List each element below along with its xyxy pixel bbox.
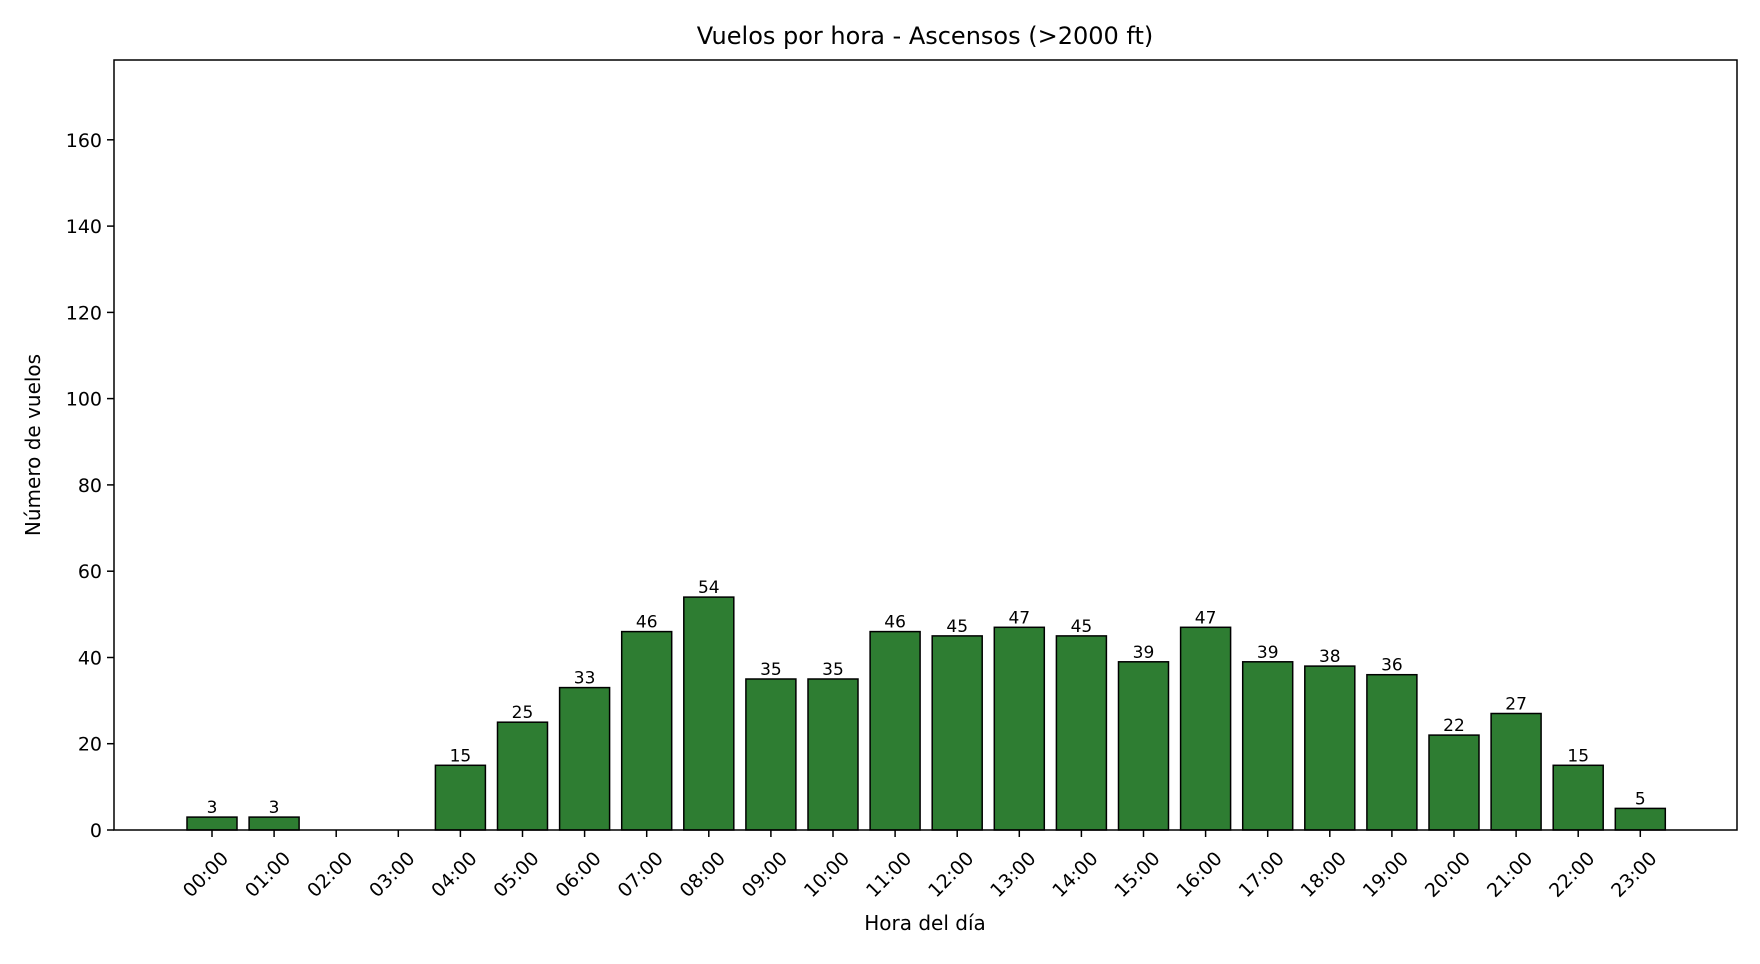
data-label-0600: 33 <box>574 669 596 689</box>
data-label-1500: 39 <box>1133 643 1155 663</box>
data-label-2300: 5 <box>1635 789 1646 809</box>
bars-group <box>186 596 1667 831</box>
bar-1800 <box>1304 665 1356 831</box>
data-label-1300: 47 <box>1008 608 1030 628</box>
data-label-1200: 45 <box>946 617 968 637</box>
bar-0400 <box>434 764 487 831</box>
bar-1600 <box>1179 626 1232 831</box>
data-label-1100: 46 <box>884 613 906 633</box>
y-tick-label: 60 <box>78 561 102 583</box>
y-tick-label: 0 <box>90 820 102 842</box>
data-label-0100: 3 <box>269 798 280 818</box>
data-label-2000: 22 <box>1443 716 1465 736</box>
y-tick-label: 80 <box>78 475 102 497</box>
bar-1000 <box>807 678 859 831</box>
bar-0600 <box>558 686 611 831</box>
x-axis-label: Hora del día <box>864 911 986 935</box>
data-label-1600: 47 <box>1195 608 1217 628</box>
data-label-1700: 39 <box>1257 643 1279 663</box>
bar-0900 <box>745 678 797 831</box>
bar-1500 <box>1117 661 1170 831</box>
bar-2300 <box>1614 807 1667 831</box>
bar-1400 <box>1055 635 1108 831</box>
bar-0700 <box>620 630 673 831</box>
data-label-1400: 45 <box>1071 617 1093 637</box>
y-tick-label: 40 <box>78 648 102 670</box>
bar-0000 <box>186 816 238 831</box>
y-tick-label: 160 <box>66 130 102 152</box>
data-label-0500: 25 <box>512 703 534 723</box>
bar-0800 <box>683 596 735 831</box>
data-label-0000: 3 <box>207 798 218 818</box>
bar-2100 <box>1490 712 1542 831</box>
bar-0500 <box>496 721 549 831</box>
data-label-2100: 27 <box>1505 695 1527 715</box>
data-label-2200: 15 <box>1567 746 1589 766</box>
bar-1200 <box>931 635 983 831</box>
data-label-0800: 54 <box>698 578 720 598</box>
y-axis-label: Número de vuelos <box>21 354 45 536</box>
bar-1100 <box>869 630 921 831</box>
bar-1700 <box>1241 661 1294 831</box>
data-label-0700: 46 <box>636 613 658 633</box>
data-label-1900: 36 <box>1381 656 1403 676</box>
y-tick-label: 20 <box>78 734 102 756</box>
plot-frame <box>113 59 1738 831</box>
data-label-1000: 35 <box>822 660 844 680</box>
y-tick-label: 140 <box>66 216 102 238</box>
y-tick-label: 120 <box>66 302 102 324</box>
bar-1900 <box>1366 673 1418 831</box>
bar-1300 <box>993 626 1046 831</box>
data-label-0900: 35 <box>760 660 782 680</box>
bar-2000 <box>1428 734 1480 831</box>
y-axis-ticks: 0 20 40 60 80 100 120 140 160 <box>66 130 114 842</box>
data-label-0400: 15 <box>450 746 472 766</box>
bar-0100 <box>248 816 300 831</box>
chart-title: Vuelos por hora - Ascensos (>2000 ft) <box>697 22 1153 50</box>
bar-2200 <box>1552 764 1604 831</box>
y-tick-label: 100 <box>66 389 102 411</box>
data-label-1800: 38 <box>1319 647 1341 667</box>
